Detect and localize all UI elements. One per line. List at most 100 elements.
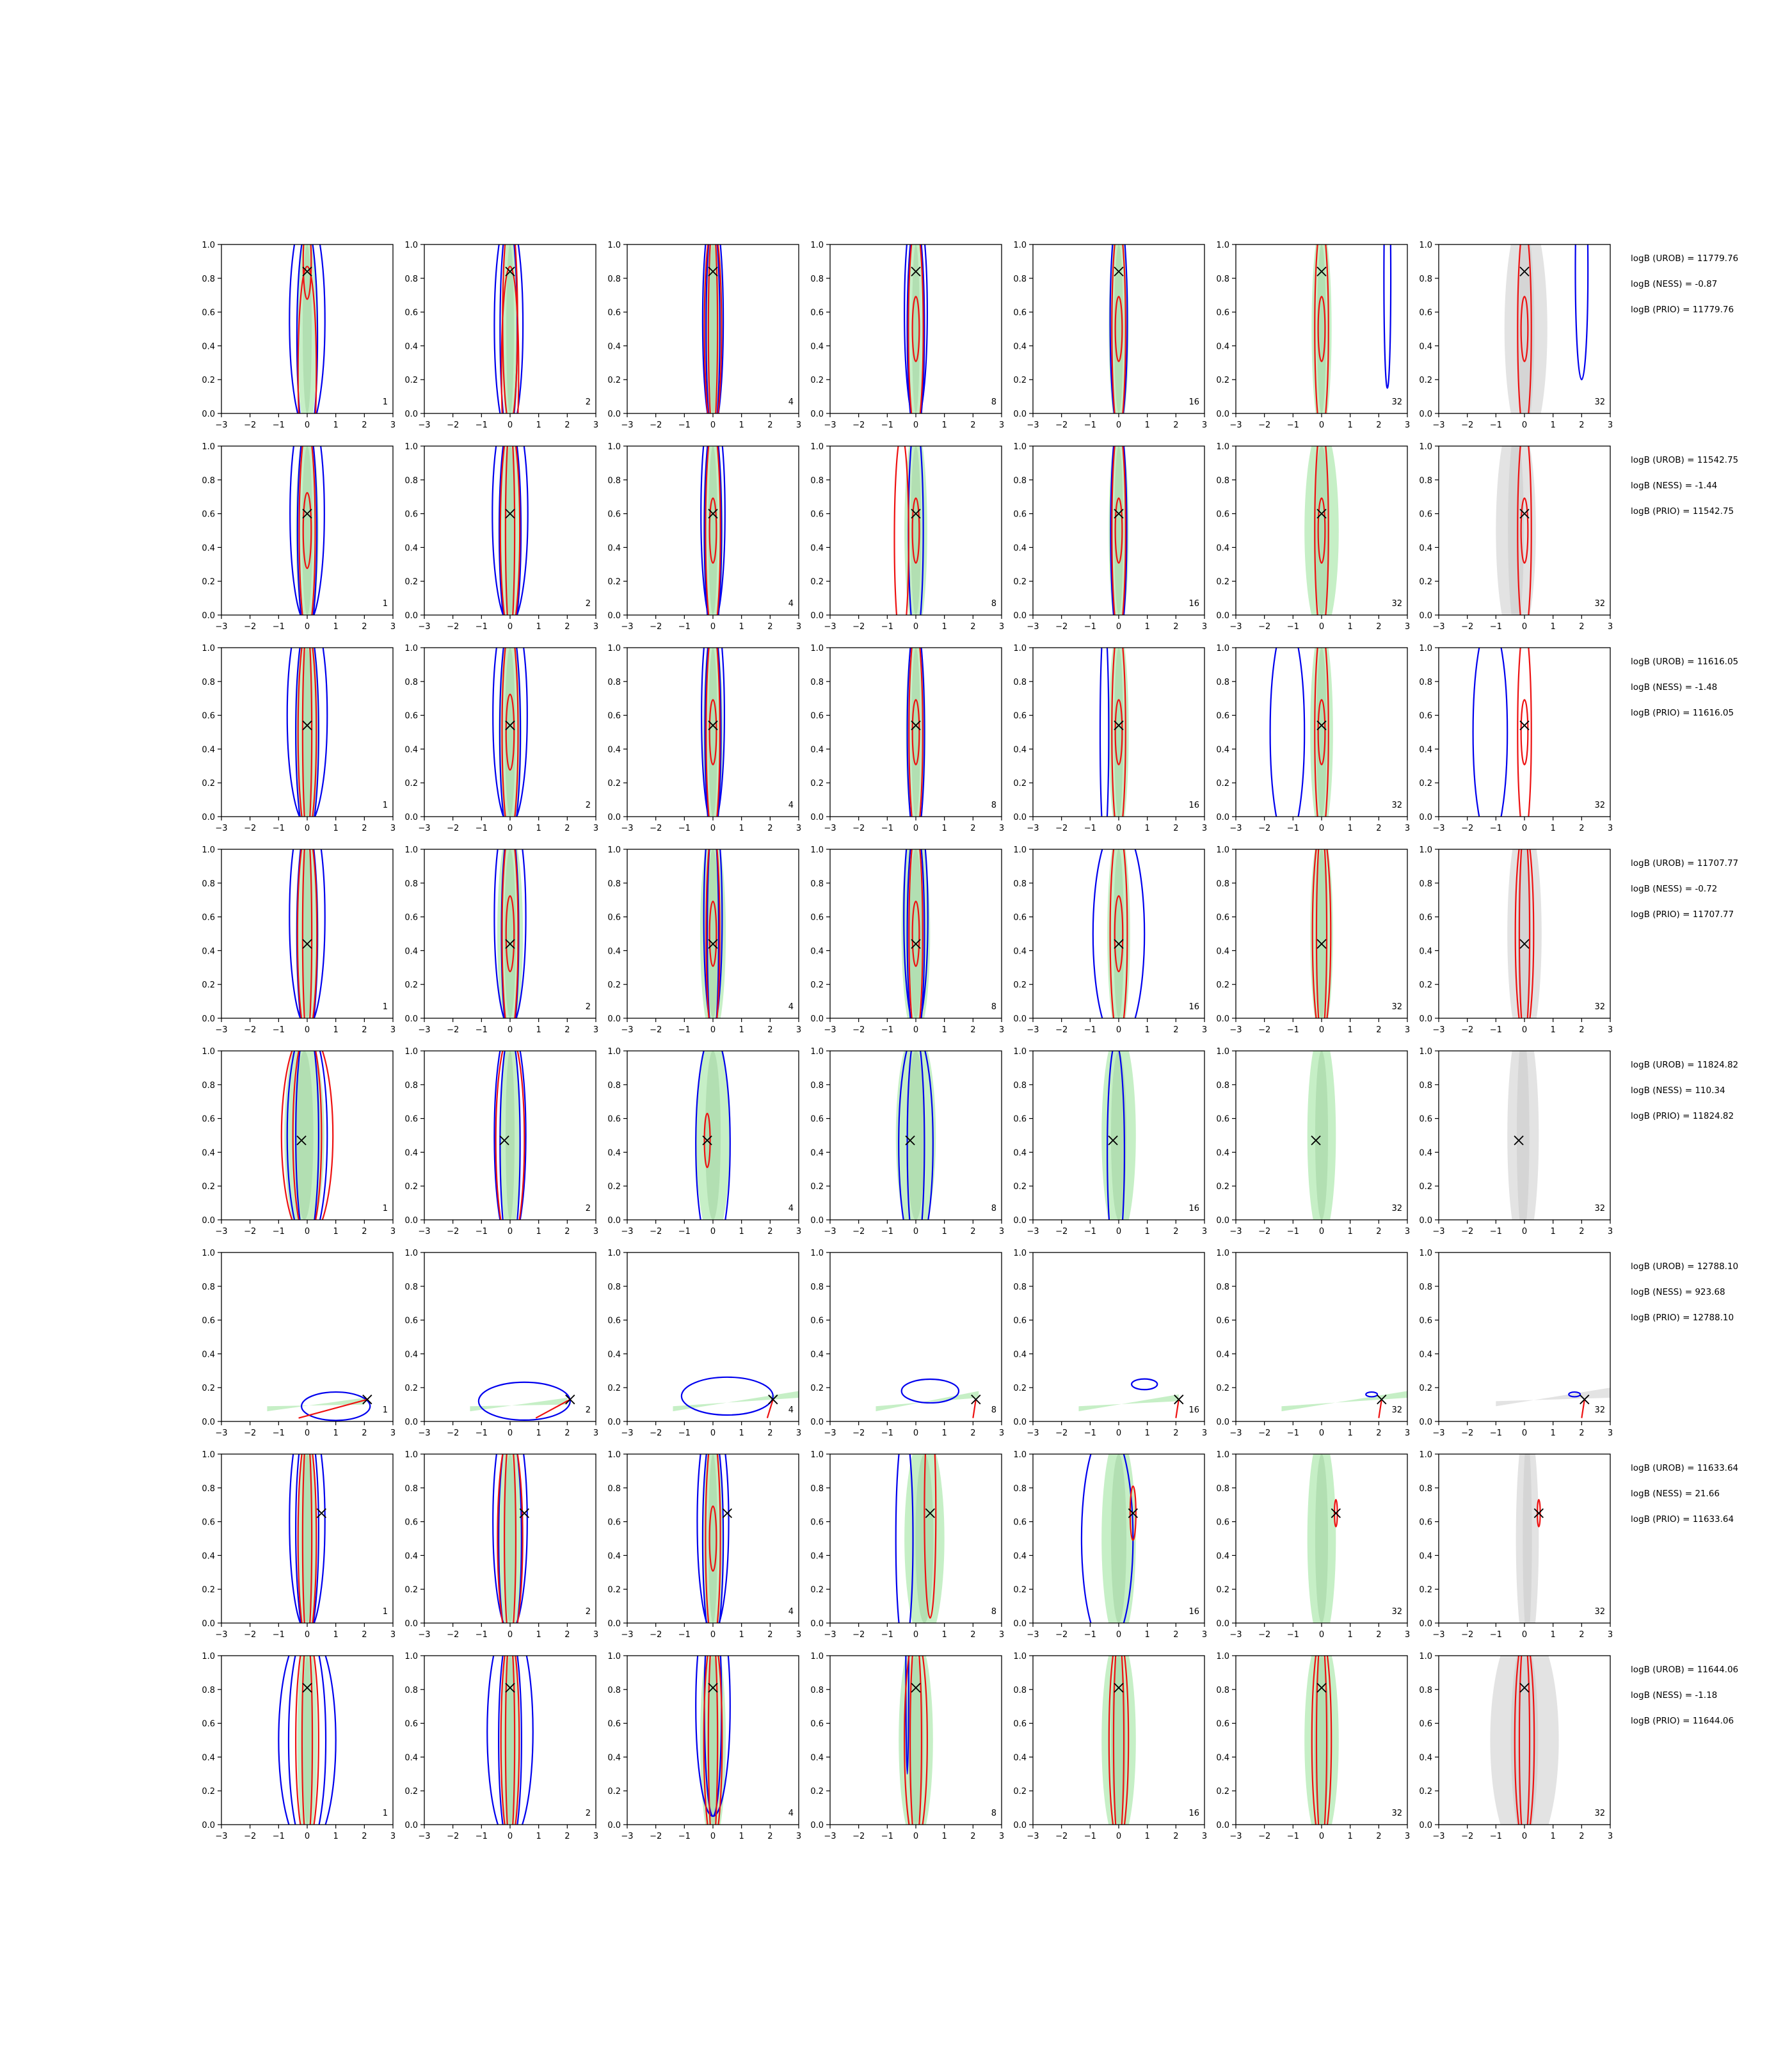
logb-value: logB (NESS) = -0.87	[1631, 279, 1717, 289]
contour-red-1	[707, 1656, 719, 1825]
contour-red-2	[1311, 849, 1332, 1018]
x-tick-label: −3	[621, 1832, 633, 1841]
y-tick-label: 0.6	[607, 913, 621, 923]
truth-marker	[708, 266, 718, 276]
y-tick-label: 0.0	[607, 1418, 621, 1427]
contour-blue-2	[703, 849, 723, 1018]
x-tick-label: 0	[913, 622, 918, 632]
contour-red-2	[1111, 244, 1126, 413]
y-tick-label: 0.4	[607, 1551, 621, 1561]
x-tick-label: 3	[796, 420, 801, 430]
y-tick-label: 1.0	[202, 845, 215, 855]
y-tick-label: 0.6	[404, 913, 418, 923]
y-tick-label: 0.8	[810, 678, 824, 687]
truth-marker	[1114, 720, 1124, 731]
panel-r1-c5: −3 −2 −1 0 1 2 3 0.0 0.2 0.4 0.6 0.8 1.0 16	[1013, 241, 1207, 430]
y-tick-label: 1.0	[810, 1652, 824, 1661]
y-tick-label: 0.4	[404, 745, 418, 755]
contour-red-1	[1317, 699, 1326, 765]
x-tick-label: −2	[244, 420, 256, 430]
y-tick-label: 0.4	[810, 745, 824, 755]
y-tick-label: 0.4	[1013, 543, 1027, 553]
x-tick-label: 1	[536, 420, 541, 430]
x-tick-label: −2	[447, 1428, 459, 1438]
x-tick-label: 2	[362, 420, 367, 430]
contour-red-2	[500, 266, 520, 413]
y-tick-label: 0.0	[1013, 1821, 1027, 1830]
y-tick-label: 0.6	[404, 712, 418, 721]
y-tick-label: 0.8	[607, 275, 621, 284]
contour-red-1	[1520, 699, 1529, 765]
y-tick-label: 0.2	[1013, 980, 1027, 990]
y-tick-label: 0.6	[1419, 1115, 1432, 1124]
x-tick-label: 0	[1319, 1227, 1324, 1236]
x-tick-label: −2	[447, 824, 459, 833]
y-tick-label: 0.0	[810, 1619, 824, 1629]
y-tick-label: 0.2	[202, 577, 215, 587]
contour-blue-2	[904, 244, 928, 413]
panel-count-label: 32	[1594, 397, 1605, 407]
x-tick-label: −3	[1432, 1227, 1444, 1236]
x-tick-label: 3	[1202, 420, 1207, 430]
contour-red-1	[1520, 497, 1529, 564]
y-tick-label: 0.4	[1216, 947, 1229, 956]
contour-red-2	[705, 849, 721, 1018]
x-tick-label: −1	[476, 1227, 488, 1236]
contour-blue-1	[499, 1051, 521, 1220]
panel-r2-c3: −3 −2 −1 0 1 2 3 0.0 0.2 0.4 0.6 0.8 1.0 4	[607, 442, 801, 632]
x-tick-label: −1	[1084, 1832, 1096, 1841]
x-tick-label: 1	[739, 622, 744, 632]
y-tick-label: 0.6	[607, 510, 621, 520]
contour-blue-1	[498, 446, 522, 615]
y-tick-label: 0.8	[810, 1283, 824, 1292]
panel-r4-c3: −3 −2 −1 0 1 2 3 0.0 0.2 0.4 0.6 0.8 1.0 4	[607, 845, 801, 1035]
x-tick-label: 0	[1116, 1832, 1121, 1841]
x-tick-label: −3	[1027, 1428, 1039, 1438]
y-tick-label: 0.4	[404, 947, 418, 956]
y-tick-label: 1.0	[404, 1047, 418, 1057]
x-tick-label: −2	[447, 1025, 459, 1035]
panel-r8-c1: −3 −2 −1 0 1 2 3 0.0 0.2 0.4 0.6 0.8 1.0 1	[202, 1652, 396, 1841]
axes-frame	[424, 1252, 596, 1422]
x-tick-label: −3	[418, 824, 430, 833]
x-tick-label: 2	[1376, 420, 1381, 430]
contour-red-2	[1517, 648, 1532, 817]
x-tick-label: 1	[333, 622, 339, 632]
contour-red-1	[909, 1656, 923, 1825]
x-tick-label: 2	[767, 1832, 772, 1841]
contour-blue-2	[286, 648, 328, 817]
contour-red-2	[296, 849, 318, 1018]
truth-marker	[1114, 266, 1124, 276]
x-tick-label: 1	[1348, 1428, 1353, 1438]
panel-r2-c6: −3 −2 −1 0 1 2 3 0.0 0.2 0.4 0.6 0.8 1.0 32	[1216, 442, 1410, 632]
density-fill-green-inner	[1313, 446, 1330, 615]
panel-count-label: 32	[1594, 599, 1605, 609]
x-tick-label: 1	[942, 1832, 947, 1841]
y-tick-label: 0.4	[202, 1350, 215, 1359]
x-tick-label: 0	[1319, 1630, 1324, 1640]
density-fill-green-inner	[506, 244, 515, 413]
x-tick-label: 3	[999, 1630, 1004, 1640]
y-tick-label: 0.6	[1419, 1720, 1432, 1729]
x-tick-label: 2	[362, 824, 367, 833]
density-fill-green-inner	[908, 1656, 924, 1825]
x-tick-label: −1	[273, 824, 285, 833]
x-tick-label: 1	[1145, 824, 1150, 833]
contour-red-1	[1333, 1499, 1338, 1528]
x-tick-label: 3	[390, 1832, 396, 1841]
density-fill-green	[470, 1398, 568, 1412]
x-tick-label: 2	[362, 1227, 367, 1236]
y-tick-label: 0.6	[202, 1316, 215, 1326]
x-tick-label: 2	[564, 1428, 570, 1438]
x-tick-label: −3	[621, 1025, 633, 1035]
truth-marker	[1519, 1683, 1530, 1693]
contour-blue-1	[499, 648, 522, 817]
contour-blue-2	[701, 648, 725, 817]
panel-count-label: 8	[991, 1809, 996, 1818]
x-tick-label: 0	[1319, 420, 1324, 430]
x-tick-label: 3	[796, 1630, 801, 1640]
y-tick-label: 0.0	[202, 1216, 215, 1226]
panel-r3-c6: −3 −2 −1 0 1 2 3 0.0 0.2 0.4 0.6 0.8 1.0 32	[1216, 644, 1410, 833]
contour-blue-1	[1110, 446, 1128, 615]
y-tick-label: 0.2	[404, 1182, 418, 1192]
